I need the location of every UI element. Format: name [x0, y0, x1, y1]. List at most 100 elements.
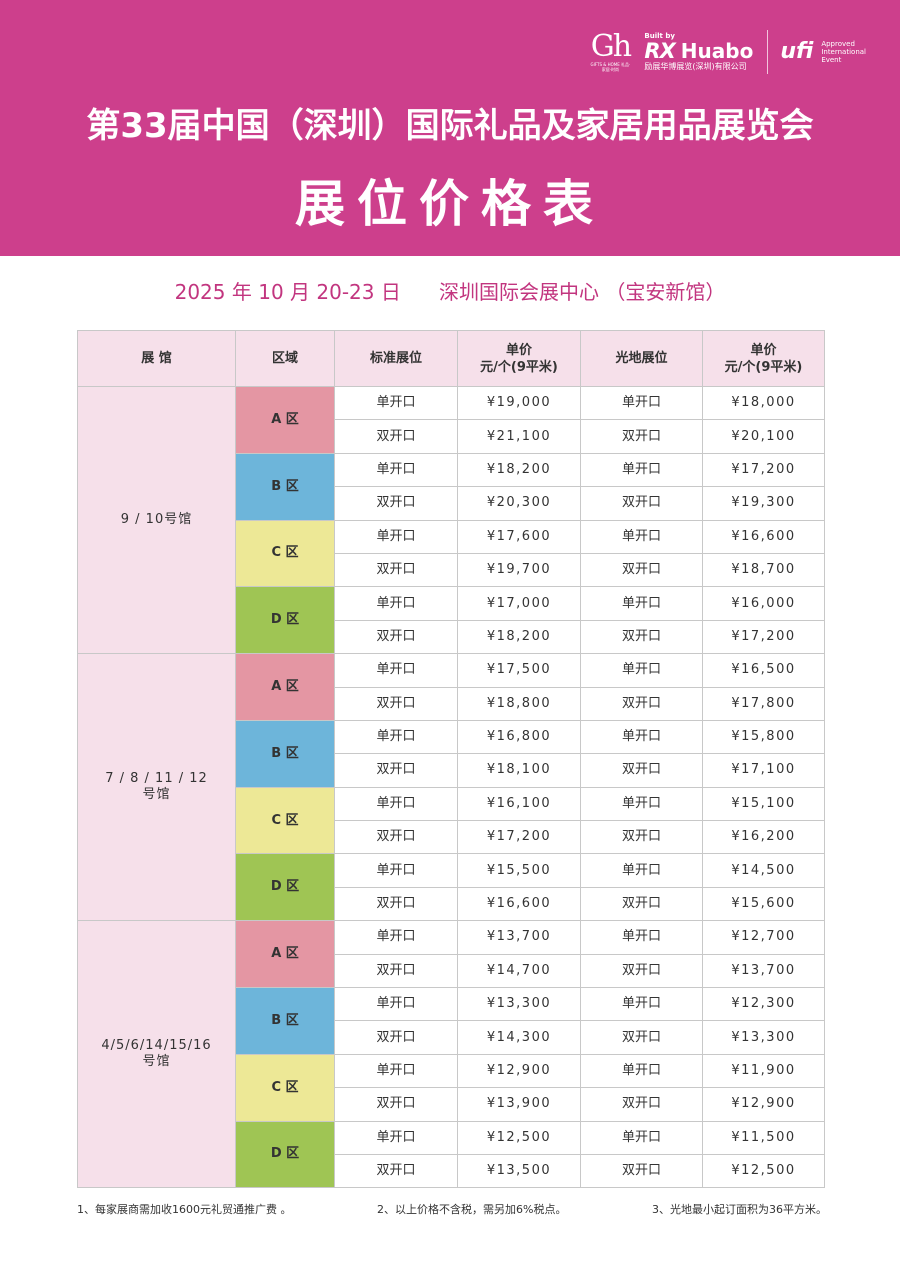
standard-price-cell: ¥13,700	[457, 920, 581, 955]
space-opening-cell: 单开口	[580, 586, 703, 621]
standard-opening-cell: 单开口	[334, 987, 458, 1022]
rx-huabo-wordmark: RX Huabo	[644, 40, 753, 62]
gifts-home-logo-caption: GIFTS & HOME 礼品·家居·时尚	[590, 62, 631, 72]
standard-price-cell: ¥19,000	[457, 385, 581, 421]
gifts-home-logo-mark: Gh	[590, 29, 632, 64]
space-opening-cell: 单开口	[580, 385, 703, 421]
space-opening-cell: 双开口	[580, 1087, 703, 1122]
table-row: 双开口 ¥19,700 双开口 ¥18,700	[78, 552, 825, 588]
standard-opening-cell: 单开口	[334, 653, 458, 688]
zone-cell: C 区	[235, 519, 335, 588]
ufi-caption-line1: Approved	[821, 40, 855, 48]
zone-cell: B 区	[235, 987, 335, 1055]
space-opening-cell: 单开口	[580, 719, 703, 755]
zone-cell: D 区	[235, 1120, 335, 1189]
space-price-cell: ¥12,300	[702, 987, 825, 1022]
standard-price-cell: ¥12,900	[457, 1053, 581, 1089]
space-opening-cell: 单开口	[580, 1053, 703, 1089]
space-opening-cell: 单开口	[580, 452, 703, 488]
space-opening-cell: 单开口	[580, 1120, 703, 1155]
footnotes: 1、每家展商需加收1600元礼贸通推广费 。 2、以上价格不含税，需另加6%税点…	[77, 1203, 827, 1217]
standard-price-cell: ¥17,500	[457, 653, 581, 688]
zone-cell: B 区	[235, 719, 335, 788]
standard-opening-cell: 双开口	[334, 419, 458, 454]
table-row: 双开口 ¥13,900 双开口 ¥12,900	[78, 1087, 825, 1122]
space-price-cell: ¥15,100	[702, 786, 825, 822]
footnote-2: 2、以上价格不含税，需另加6%税点。	[377, 1203, 567, 1216]
hall-name-line2: 号馆	[142, 787, 171, 803]
standard-opening-cell: 单开口	[334, 1120, 458, 1155]
table-row: C 区单开口 ¥12,900 单开口 ¥11,900	[78, 1053, 825, 1122]
standard-price-cell: ¥13,300	[457, 987, 581, 1022]
standard-price-cell: ¥17,000	[457, 586, 581, 621]
space-price-cell: ¥12,700	[702, 920, 825, 955]
rx-huabo-company-name: 励展华博展览(深圳)有限公司	[644, 62, 747, 71]
space-price-cell: ¥17,200	[702, 619, 825, 655]
header-standard-price: 单价 元/个(9平米)	[457, 330, 581, 387]
standard-price-cell: ¥13,900	[457, 1087, 581, 1122]
table-row: 双开口 ¥13,500 双开口 ¥12,500	[78, 1153, 825, 1189]
space-price-cell: ¥16,500	[702, 653, 825, 688]
standard-price-cell: ¥14,300	[457, 1020, 581, 1055]
space-opening-cell: 单开口	[580, 853, 703, 888]
standard-opening-cell: 单开口	[334, 385, 458, 421]
zone-cell: B 区	[235, 452, 335, 521]
table-row: B 区单开口 ¥13,300 单开口 ¥12,300	[78, 987, 825, 1055]
table-row: 双开口 ¥18,800 双开口 ¥17,800	[78, 686, 825, 721]
space-opening-cell: 双开口	[580, 552, 703, 588]
standard-opening-cell: 单开口	[334, 1053, 458, 1089]
standard-opening-cell: 双开口	[334, 953, 458, 989]
standard-price-cell: ¥18,100	[457, 753, 581, 788]
table-row: 4/5/6/14/15/16 号馆 A 区单开口 ¥13,700 单开口 ¥12,700	[77, 920, 825, 1189]
table-row: B 区单开口 ¥16,800 单开口 ¥15,800	[78, 719, 825, 788]
space-price-cell: ¥18,000	[702, 385, 825, 421]
space-price-cell: ¥16,000	[702, 586, 825, 621]
zone-cell: C 区	[235, 786, 335, 855]
table-row: 7 / 8 / 11 / 12 号馆 A 区单开口 ¥17,500 单开口 ¥16,500	[77, 653, 825, 922]
space-price-cell: ¥12,500	[702, 1153, 825, 1189]
header-zone: 区域	[235, 330, 335, 387]
standard-price-cell: ¥12,500	[457, 1120, 581, 1155]
standard-opening-cell: 双开口	[334, 820, 458, 855]
space-opening-cell: 双开口	[580, 1153, 703, 1189]
space-price-cell: ¥11,900	[702, 1053, 825, 1089]
header-space-price-line2: 元/个(9平米)	[724, 359, 803, 375]
table-row: 双开口 ¥18,200 双开口 ¥17,200	[78, 619, 825, 655]
space-price-cell: ¥15,800	[702, 719, 825, 755]
space-price-cell: ¥16,600	[702, 519, 825, 554]
price-table-body: 9 / 10号馆 A 区单开口 ¥19,000 单开口 ¥18,000 双开口 ¥21,10…	[77, 385, 825, 1189]
event-date: 2025 年 10 月 20-23 日	[174, 280, 401, 304]
space-price-cell: ¥14,500	[702, 853, 825, 888]
table-row: D 区单开口 ¥17,000 单开口 ¥16,000	[78, 586, 825, 655]
space-price-cell: ¥11,500	[702, 1120, 825, 1155]
standard-price-cell: ¥18,200	[457, 452, 581, 488]
standard-price-cell: ¥21,100	[457, 419, 581, 454]
header-space-booth: 光地展位	[580, 330, 703, 387]
header-standard-booth: 标准展位	[334, 330, 458, 387]
space-opening-cell: 双开口	[580, 886, 703, 922]
ufi-mark: ufi	[780, 39, 814, 64]
space-price-cell: ¥20,100	[702, 419, 825, 454]
space-price-cell: ¥13,300	[702, 1020, 825, 1055]
space-opening-cell: 双开口	[580, 753, 703, 788]
standard-opening-cell: 单开口	[334, 452, 458, 488]
table-row: D 区单开口 ¥15,500 单开口 ¥14,500	[78, 853, 825, 922]
space-price-cell: ¥17,800	[702, 686, 825, 721]
standard-opening-cell: 双开口	[334, 552, 458, 588]
standard-price-cell: ¥18,200	[457, 619, 581, 655]
table-row: 9 / 10号馆 A 区单开口 ¥19,000 单开口 ¥18,000	[77, 385, 825, 655]
header-hall: 展 馆	[77, 330, 236, 387]
space-opening-cell: 单开口	[580, 653, 703, 688]
logo-divider	[767, 30, 769, 74]
zone-cell: C 区	[235, 1053, 335, 1122]
zone-cell: A 区	[235, 920, 335, 989]
zone-cell: D 区	[235, 586, 335, 655]
rx-huabo-logo: Built by RX Huabo 励展华博展览(深圳)有限公司	[644, 32, 753, 72]
page-title: 第33届中国（深圳）国际礼品及家居用品展览会	[86, 106, 814, 146]
space-opening-cell: 双开口	[580, 419, 703, 454]
zone-cell: A 区	[235, 653, 335, 721]
standard-price-cell: ¥20,300	[457, 486, 581, 521]
ufi-logo: ufi Approved International Event	[780, 39, 866, 65]
table-header-row: 展 馆 区域 标准展位 单价 元/个(9平米) 光地展位 单价 元/个(9平米)	[77, 330, 825, 387]
footnote-1: 1、每家展商需加收1600元礼贸通推广费 。	[77, 1203, 292, 1216]
